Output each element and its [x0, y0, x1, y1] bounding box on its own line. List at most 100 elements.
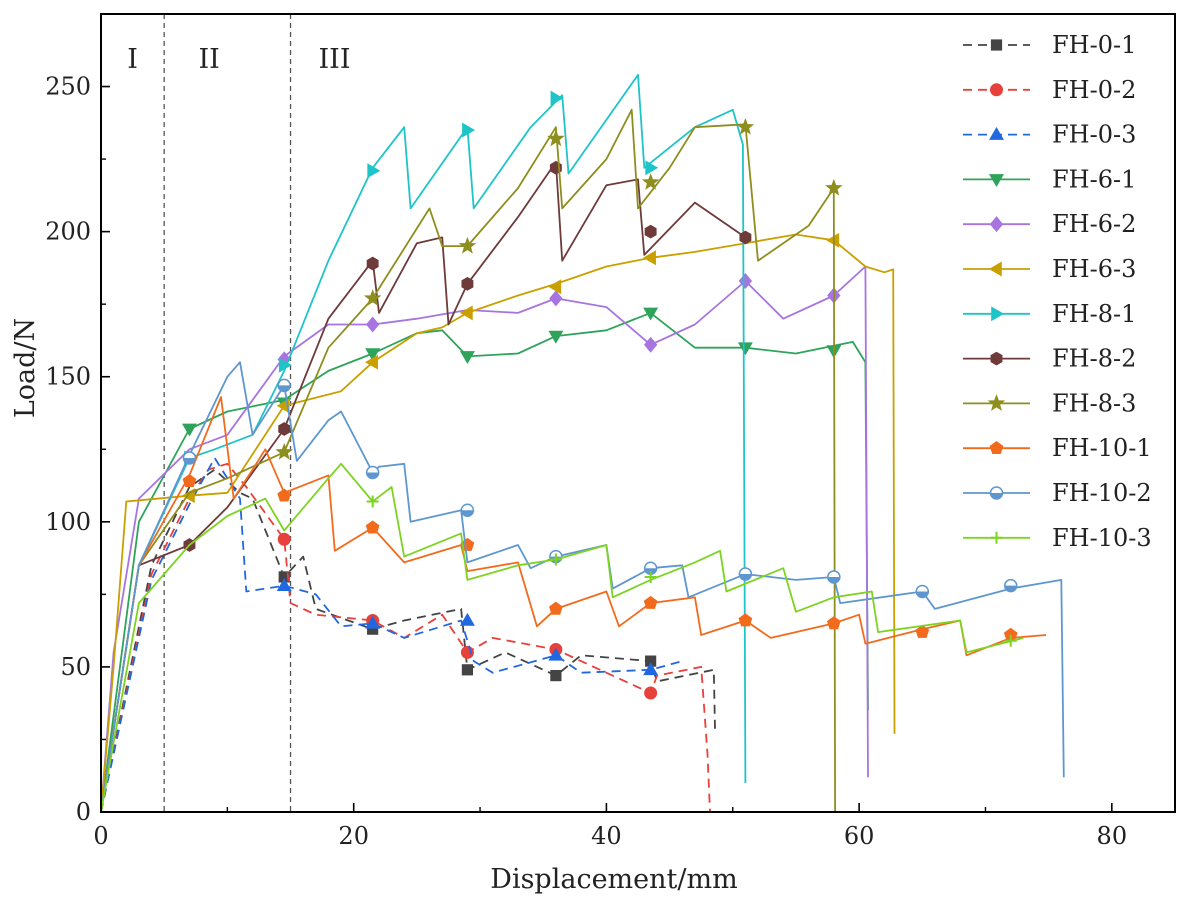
legend-item-fh-6-3: FH-6-3: [963, 255, 1136, 283]
legend-label-fh-0-1: FH-0-1: [1052, 31, 1136, 59]
legend-item-fh-6-2: FH-6-2: [963, 210, 1136, 238]
data-point-fh-0-3-1: [276, 578, 292, 591]
legend-marker-fh-8-2: [990, 351, 1003, 366]
data-point-fh-10-2-1: [182, 451, 197, 465]
y-tick-label-3: 100: [45, 508, 91, 536]
legend-item-fh-10-3: FH-10-3: [963, 524, 1152, 552]
data-point-fh-8-3-5: [641, 173, 660, 190]
data-point-fh-8-3-6: [736, 117, 755, 135]
data-point-fh-10-2-7: [738, 567, 753, 581]
y-tick-label-4: 150: [45, 363, 91, 391]
data-point-fh-6-1-5: [548, 330, 564, 344]
data-point-fh-0-3-3: [459, 612, 475, 626]
legend-label-fh-10-1: FH-10-1: [1052, 434, 1152, 462]
x-tick-label-3: 40: [591, 822, 622, 850]
data-point-fh-8-2-4: [461, 276, 474, 291]
data-point-fh-6-2-2: [366, 316, 380, 333]
legend-label-fh-0-3: FH-0-3: [1052, 121, 1136, 149]
region-label-1: I: [127, 44, 138, 75]
legend-item-fh-8-1: FH-8-1: [963, 300, 1136, 328]
data-point-fh-10-2-8: [827, 570, 841, 584]
series-fh-0-3: [100, 457, 683, 813]
series-line-fh-0-3: [100, 457, 683, 813]
data-point-fh-10-2-2: [277, 378, 291, 393]
x-tick-label-4: 60: [844, 822, 875, 850]
legend-item-fh-8-3: FH-8-3: [963, 389, 1136, 417]
data-point-fh-0-3-4: [548, 647, 564, 661]
legend-marker-fh-6-2: [989, 216, 1004, 233]
data-point-fh-6-3-7: [826, 232, 840, 248]
y-axis-title: Load/N: [10, 318, 41, 418]
data-point-fh-8-2-3: [366, 256, 379, 271]
data-point-fh-8-3-2: [363, 289, 382, 306]
legend-label-fh-6-1: FH-6-1: [1052, 165, 1136, 193]
legend-label-fh-6-3: FH-6-3: [1052, 255, 1136, 283]
series-line-fh-6-1: [100, 311, 869, 813]
legend-item-fh-8-2: FH-8-2: [963, 345, 1136, 373]
data-point-fh-6-3-4: [459, 305, 473, 321]
legend-marker-fh-6-3: [988, 261, 1002, 277]
legend-marker-fh-8-3: [987, 394, 1006, 411]
series-fh-6-2: [100, 265, 869, 813]
data-point-fh-6-2-3: [549, 290, 563, 307]
legend-marker-fh-10-2: [989, 486, 1004, 500]
data-point-fh-8-3-1: [275, 442, 293, 460]
legend-label-fh-6-2: FH-6-2: [1052, 210, 1136, 238]
series-line-fh-8-3: [100, 108, 836, 813]
data-point-fh-10-3-2: [549, 553, 562, 566]
series-fh-10-1: [100, 396, 1047, 813]
data-point-fh-6-3-5: [548, 279, 562, 295]
data-point-fh-8-3-7: [825, 178, 843, 196]
data-point-fh-10-2-10: [1003, 578, 1018, 593]
data-point-fh-10-1-2: [277, 488, 292, 502]
data-point-fh-0-1-3: [461, 664, 474, 676]
data-point-fh-10-1-3: [365, 520, 380, 534]
series-line-fh-0-1: [100, 468, 716, 813]
data-point-fh-10-1-8: [826, 616, 841, 630]
data-point-fh-10-1-5: [549, 601, 563, 615]
data-point-fh-0-2-5: [644, 686, 658, 700]
legend-marker-fh-0-3: [989, 127, 1004, 140]
legend-item-fh-6-1: FH-6-1: [963, 165, 1136, 193]
data-point-fh-0-3-5: [643, 662, 659, 676]
data-point-fh-10-1-9: [915, 624, 930, 638]
data-point-fh-6-1-7: [737, 342, 753, 356]
data-point-fh-6-3-6: [643, 250, 656, 266]
region-layer: I II III: [127, 14, 351, 812]
legend-item-fh-0-3: FH-0-3: [963, 121, 1136, 149]
region-label-2: II: [199, 44, 220, 75]
legend-label-fh-10-2: FH-10-2: [1052, 479, 1152, 507]
series-fh-8-3: [100, 108, 843, 813]
data-point-fh-8-1-6: [645, 160, 659, 176]
plot-frame: [100, 13, 1176, 813]
series-fh-6-3: [100, 232, 896, 813]
data-point-fh-6-3-3: [365, 354, 378, 370]
y-tick-label-5: 200: [45, 218, 91, 246]
data-point-fh-10-1-7: [738, 613, 753, 627]
y-tick-label-2: 50: [60, 653, 91, 681]
x-tick-label-1: 0: [93, 822, 108, 850]
data-point-fh-10-1-6: [643, 595, 658, 609]
series-line-fh-6-3: [100, 233, 896, 813]
data-point-fh-8-3-3: [458, 236, 477, 254]
y-tick-label-1: 0: [76, 798, 91, 826]
x-axis-title: Displacement/mm: [490, 864, 737, 895]
data-point-fh-8-2-7: [739, 230, 752, 245]
data-point-fh-6-1-3: [365, 348, 381, 362]
data-point-fh-8-1-2: [278, 357, 292, 373]
data-point-fh-10-3-3: [644, 570, 657, 583]
legend-label-fh-8-1: FH-8-1: [1052, 300, 1136, 328]
legend-label-fh-0-2: FH-0-2: [1052, 76, 1136, 104]
legend-item-fh-0-1: FH-0-1: [963, 31, 1136, 59]
y-tick-label-6: 250: [45, 73, 91, 101]
legend-label-fh-8-3: FH-8-3: [1052, 389, 1136, 417]
legend-marker-fh-10-1: [989, 440, 1004, 455]
data-point-fh-0-3-2: [365, 615, 381, 629]
region-label-3: III: [319, 44, 351, 75]
legend-label-fh-8-2: FH-8-2: [1052, 345, 1136, 373]
data-point-fh-8-1-3: [367, 163, 381, 179]
legend-marker-fh-8-1: [991, 306, 1005, 322]
data-point-fh-10-1-1: [182, 473, 197, 488]
data-point-fh-10-2-9: [915, 584, 930, 599]
